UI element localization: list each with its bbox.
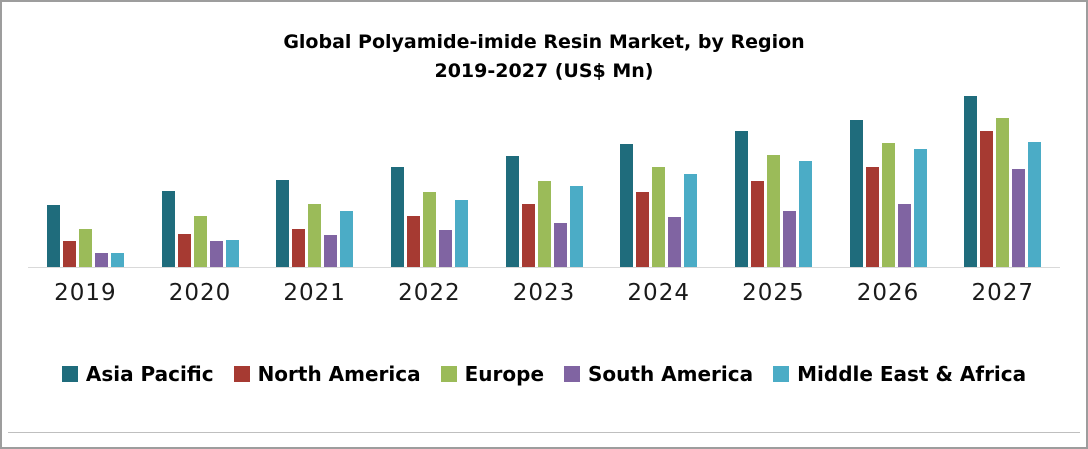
legend-label: South America (588, 362, 754, 386)
chart-title: Global Polyamide-imide Resin Market, by … (2, 28, 1086, 87)
bar (177, 234, 191, 267)
bar (46, 205, 60, 267)
legend-item: South America (564, 362, 753, 386)
bar (324, 235, 338, 267)
bar (636, 192, 650, 267)
bar-group (143, 82, 258, 267)
legend-swatch (773, 366, 790, 382)
bar (537, 181, 551, 267)
bar (684, 174, 698, 267)
x-axis-label: 2023 (512, 280, 576, 306)
bar (798, 161, 812, 267)
x-axis-label: 2024 (627, 280, 690, 306)
bar (292, 229, 306, 267)
legend-item: Asia Pacific (61, 362, 214, 386)
legend-label: Middle East & Africa (797, 362, 1027, 386)
bar (438, 230, 452, 267)
bar (980, 131, 994, 267)
bar (308, 204, 322, 267)
chart-title-line1: Global Polyamide-imide Resin Market, by … (283, 31, 805, 53)
bar (668, 217, 682, 267)
legend-label: Asia Pacific (85, 362, 214, 386)
x-axis-label: 2027 (971, 280, 1034, 306)
bar (276, 180, 290, 267)
legend-label: North America (257, 362, 421, 386)
bar (913, 149, 927, 267)
legend-swatch (440, 366, 457, 382)
x-axis-label: 2020 (168, 280, 232, 306)
bar-group (601, 82, 716, 267)
legend-swatch (564, 366, 581, 382)
legend-item: Europe (440, 362, 545, 386)
bar (553, 223, 567, 267)
x-axis-label: 2022 (398, 280, 461, 306)
bar (406, 216, 420, 267)
x-axis: 2019 2020 2021 2022 2023 2024 2025 2026 2027 (28, 280, 1060, 306)
legend-swatch (61, 366, 78, 382)
bar (193, 216, 207, 267)
legend-item: Middle East & Africa (773, 362, 1026, 386)
bottom-divider (8, 432, 1080, 433)
bar (505, 156, 519, 267)
x-axis-label: 2019 (54, 280, 117, 306)
bar (766, 155, 780, 267)
bar (881, 143, 895, 267)
plot-area (28, 82, 1060, 268)
bar (1012, 169, 1026, 267)
bar-group (716, 82, 831, 267)
bar (865, 167, 879, 267)
bar (1028, 142, 1042, 267)
x-axis-label: 2021 (283, 280, 346, 306)
legend: Asia Pacific North America Europe South Ame… (2, 362, 1086, 386)
bar-group (831, 82, 946, 267)
bar (62, 241, 76, 267)
bar (390, 167, 404, 267)
bar (750, 181, 764, 267)
legend-label: Europe (464, 362, 545, 386)
bar (521, 204, 535, 267)
bar (849, 120, 863, 267)
bar (996, 118, 1010, 267)
bar (161, 191, 175, 267)
x-axis-label: 2025 (742, 280, 805, 306)
bar-group (487, 82, 602, 267)
bar (110, 253, 124, 267)
bar (569, 186, 583, 267)
bar (225, 240, 239, 267)
bar-group (257, 82, 372, 267)
bar-group (372, 82, 487, 267)
legend-item: North America (233, 362, 421, 386)
bar (620, 144, 634, 267)
bar-group (28, 82, 143, 267)
bar (454, 200, 468, 267)
bar (652, 167, 666, 267)
bar (782, 211, 796, 267)
bar (78, 229, 92, 267)
x-axis-label: 2026 (856, 280, 920, 306)
bar (964, 96, 978, 267)
bar (94, 253, 108, 267)
legend-swatch (233, 366, 250, 382)
bar-group (945, 82, 1060, 267)
bar (209, 241, 223, 267)
bar (897, 204, 911, 267)
bar (734, 131, 748, 267)
chart-title-line2: 2019-2027 (US$ Mn) (434, 60, 654, 83)
bar (422, 192, 436, 267)
bar (340, 211, 354, 267)
